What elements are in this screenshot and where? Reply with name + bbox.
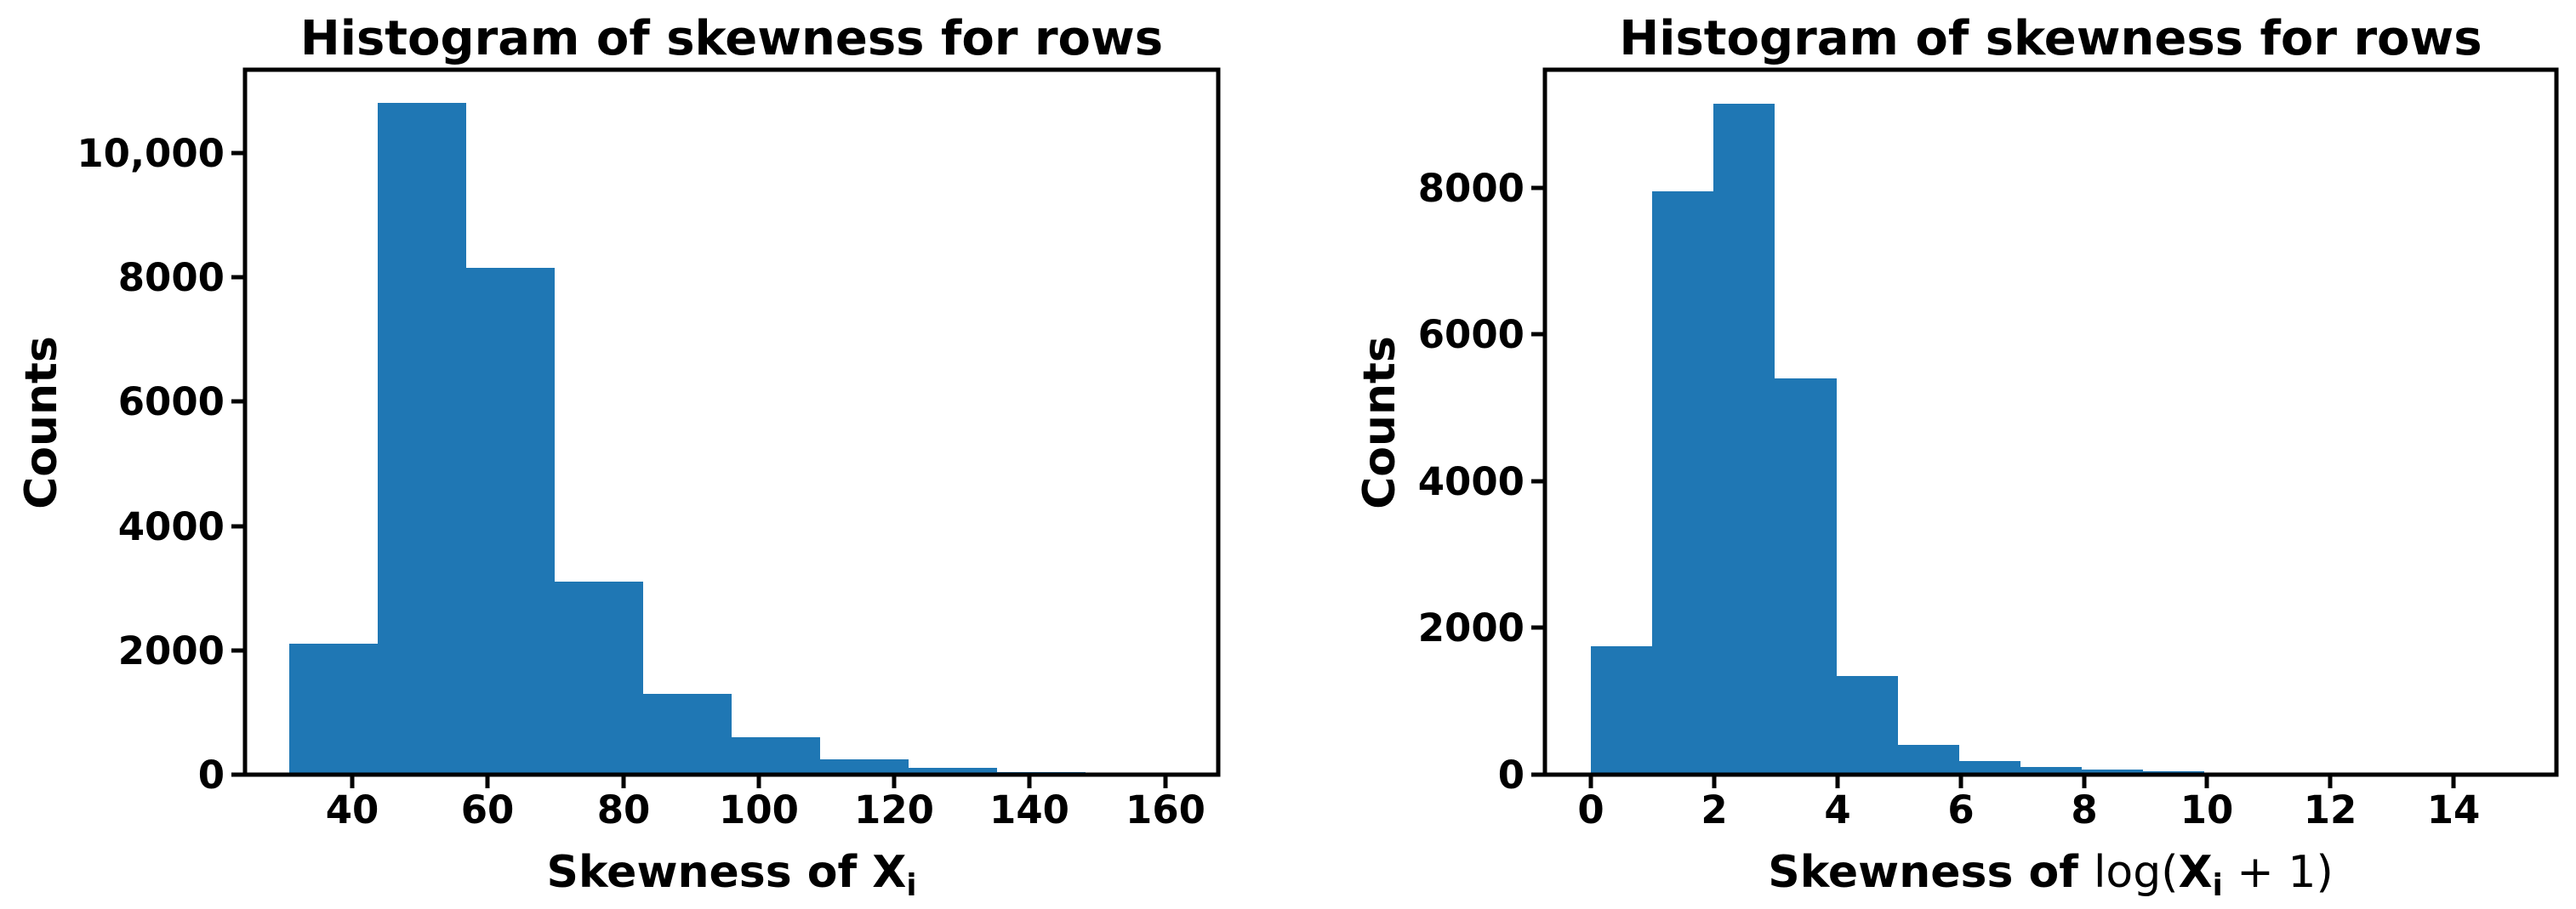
y-tick-label: 0 xyxy=(1498,753,1525,798)
x-axis-label-part: X xyxy=(2178,847,2213,898)
histogram-bar xyxy=(555,582,643,775)
x-tick-label: 6 xyxy=(1947,787,1974,832)
x-tick-label: 40 xyxy=(326,787,379,832)
x-axis-label-part: + 1) xyxy=(2222,847,2334,898)
left-x-axis-label: Skewness of Xi xyxy=(245,847,1218,903)
subscript-i: i xyxy=(2212,867,2223,903)
right-chart-title: Histogram of skewness for rows xyxy=(1619,11,2482,66)
histogram-bar xyxy=(2082,770,2143,775)
histogram-bar xyxy=(1652,191,1713,775)
x-tick-label: 2 xyxy=(1701,787,1727,832)
right-histogram: 0 2 4 6 8 10 12 14 0 2000 4000 6000 8000 xyxy=(1418,67,2559,832)
histogram-bar xyxy=(1713,104,1775,775)
y-tick-label: 10,000 xyxy=(77,131,225,176)
x-tick-label: 4 xyxy=(1824,787,1850,832)
subscript-i: i xyxy=(906,867,917,903)
histogram-bar xyxy=(1959,761,2020,775)
y-tick-label: 8000 xyxy=(1418,166,1525,211)
histogram-bar xyxy=(909,768,997,775)
histogram-bar xyxy=(289,644,378,775)
histogram-bar xyxy=(643,694,732,775)
x-tick-label: 120 xyxy=(854,787,934,832)
left-histogram: 40 60 80 100 120 140 160 0 2000 4000 6000 8000 10,00… xyxy=(77,67,1221,832)
x-tick-label: 0 xyxy=(1577,787,1604,832)
left-y-axis-label: Counts xyxy=(16,336,67,509)
x-tick-label: 8 xyxy=(2071,787,2097,832)
y-tick-label: 6000 xyxy=(118,379,225,424)
x-tick-label: 80 xyxy=(597,787,651,832)
x-tick-label: 160 xyxy=(1126,787,1205,832)
x-tick-label: 100 xyxy=(719,787,799,832)
x-tick-label: 12 xyxy=(2304,787,2357,832)
y-tick-label: 2000 xyxy=(1418,605,1525,651)
histogram-bar xyxy=(378,103,466,775)
histogram-bar xyxy=(1898,745,1959,775)
histogram-bar xyxy=(732,737,820,775)
right-x-axis-label: Skewness of log(Xi + 1) xyxy=(1545,847,2556,903)
x-axis-label-part: Skewness of xyxy=(1768,847,2094,898)
histogram-bar xyxy=(820,759,909,775)
histogram-bar xyxy=(1591,646,1652,775)
y-tick-label: 0 xyxy=(198,753,225,798)
x-tick-label: 60 xyxy=(461,787,515,832)
histogram-bar xyxy=(466,268,555,775)
x-axis-label-part: log( xyxy=(2093,847,2179,898)
x-tick-label: 140 xyxy=(989,787,1069,832)
axes-spines xyxy=(242,67,1221,777)
axes-spines xyxy=(1542,67,2559,777)
left-chart-title: Histogram of skewness for rows xyxy=(299,11,1164,66)
histogram-bar xyxy=(1837,676,1898,775)
y-tick-label: 8000 xyxy=(118,255,225,300)
x-axis-label-part: Skewness of xyxy=(546,847,873,898)
x-axis-label-part: X xyxy=(872,847,907,898)
x-tick-label: 14 xyxy=(2427,787,2481,832)
x-tick-label: 10 xyxy=(2180,787,2234,832)
y-tick-label: 2000 xyxy=(118,628,225,673)
y-tick-label: 4000 xyxy=(1418,459,1525,504)
y-tick-label: 6000 xyxy=(1418,312,1525,357)
right-y-axis-label: Counts xyxy=(1354,336,1405,509)
y-tick-label: 4000 xyxy=(118,504,225,549)
histogram-bar xyxy=(1775,378,1837,775)
histogram-bar xyxy=(2020,767,2082,775)
